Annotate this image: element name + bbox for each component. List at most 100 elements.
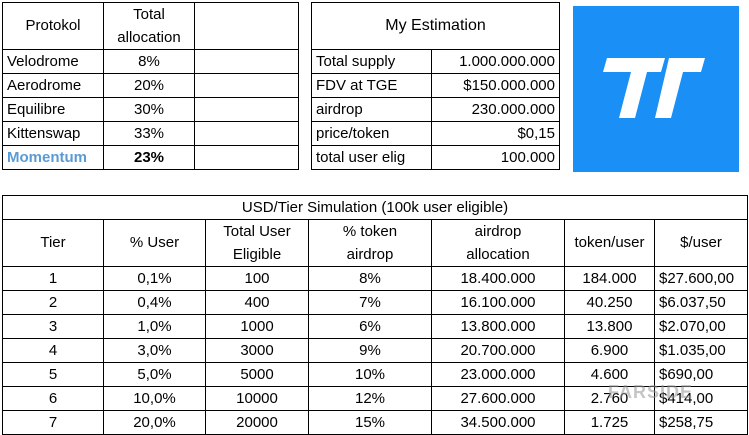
token-user-cell[interactable]: 1.725 bbox=[564, 410, 655, 435]
allocation-cell[interactable]: 27.600.000 bbox=[431, 386, 565, 411]
empty-cell[interactable] bbox=[194, 2, 299, 50]
eligible-cell[interactable]: 3000 bbox=[205, 338, 309, 363]
token-user-cell[interactable]: 4.600 bbox=[564, 362, 655, 387]
tier-header[interactable]: Tier bbox=[2, 219, 104, 267]
protokol-allocation[interactable]: 20% bbox=[103, 73, 195, 98]
pct-user-cell[interactable]: 5,0% bbox=[103, 362, 206, 387]
usd-user-cell[interactable]: $2.070,00 bbox=[654, 314, 748, 339]
estimation-label[interactable]: FDV at TGE bbox=[311, 73, 432, 98]
estimation-header-row: My Estimation bbox=[311, 2, 560, 50]
protokol-name-momentum[interactable]: Momentum bbox=[2, 145, 104, 170]
airdrop-allocation-header[interactable]: airdrop allocation bbox=[431, 219, 565, 267]
pct-token-cell[interactable]: 8% bbox=[308, 266, 432, 291]
tier-cell[interactable]: 6 bbox=[2, 386, 104, 411]
eligible-cell[interactable]: 400 bbox=[205, 290, 309, 315]
empty-cell[interactable] bbox=[194, 97, 299, 122]
pct-token-cell[interactable]: 9% bbox=[308, 338, 432, 363]
pct-user-cell[interactable]: 0,4% bbox=[103, 290, 206, 315]
protokol-name[interactable]: Velodrome bbox=[2, 49, 104, 74]
eligible-cell[interactable]: 20000 bbox=[205, 410, 309, 435]
eligible-cell[interactable]: 5000 bbox=[205, 362, 309, 387]
pct-token-cell[interactable]: 12% bbox=[308, 386, 432, 411]
estimation-value[interactable]: $0,15 bbox=[431, 121, 560, 146]
tier-cell[interactable]: 7 bbox=[2, 410, 104, 435]
pct-token-cell[interactable]: 10% bbox=[308, 362, 432, 387]
pct-token-cell[interactable]: 15% bbox=[308, 410, 432, 435]
eligible-cell[interactable]: 1000 bbox=[205, 314, 309, 339]
allocation-cell[interactable]: 16.100.000 bbox=[431, 290, 565, 315]
tier-row: 1 0,1% 100 8% 18.400.000 184.000 $27.600,00 bbox=[2, 266, 748, 291]
empty-cell[interactable] bbox=[194, 145, 299, 170]
token-user-cell[interactable]: 40.250 bbox=[564, 290, 655, 315]
allocation-header[interactable]: Total allocation bbox=[103, 2, 195, 50]
momentum-logo-icon bbox=[603, 58, 705, 118]
estimation-value[interactable]: $150.000.000 bbox=[431, 73, 560, 98]
tier-rows: 1 0,1% 100 8% 18.400.000 184.000 $27.600,00 2 0,… bbox=[2, 266, 748, 435]
protokol-header[interactable]: Protokol bbox=[2, 2, 104, 50]
tier-table-title[interactable]: USD/Tier Simulation (100k user eligible) bbox=[2, 195, 748, 220]
estimation-label[interactable]: total user elig bbox=[311, 145, 432, 170]
protokol-header-row: Protokol Total allocation bbox=[2, 2, 299, 50]
tier-title-row: USD/Tier Simulation (100k user eligible) bbox=[2, 195, 748, 220]
pct-token-cell[interactable]: 7% bbox=[308, 290, 432, 315]
estimation-table: My Estimation Total supply 1.000.000.000… bbox=[311, 2, 560, 170]
tier-row: 7 20,0% 20000 15% 34.500.000 1.725 $258,75 bbox=[2, 410, 748, 435]
tier-cell[interactable]: 1 bbox=[2, 266, 104, 291]
pct-token-header-line2: airdrop bbox=[346, 246, 394, 263]
estimation-title[interactable]: My Estimation bbox=[311, 2, 560, 50]
usd-user-cell[interactable]: $1.035,00 bbox=[654, 338, 748, 363]
pct-user-cell[interactable]: 10,0% bbox=[103, 386, 206, 411]
pct-user-cell[interactable]: 0,1% bbox=[103, 266, 206, 291]
token-user-cell[interactable]: 6.900 bbox=[564, 338, 655, 363]
protokol-allocation-momentum[interactable]: 23% bbox=[103, 145, 195, 170]
usd-user-cell[interactable]: $6.037,50 bbox=[654, 290, 748, 315]
eligible-cell[interactable]: 10000 bbox=[205, 386, 309, 411]
pct-user-header[interactable]: % User bbox=[103, 219, 206, 267]
usd-user-header[interactable]: $/user bbox=[654, 219, 748, 267]
eligible-cell[interactable]: 100 bbox=[205, 266, 309, 291]
estimation-value[interactable]: 1.000.000.000 bbox=[431, 49, 560, 74]
estimation-value[interactable]: 100.000 bbox=[431, 145, 560, 170]
pct-user-cell[interactable]: 20,0% bbox=[103, 410, 206, 435]
empty-cell[interactable] bbox=[194, 49, 299, 74]
protokol-name[interactable]: Aerodrome bbox=[2, 73, 104, 98]
allocation-cell[interactable]: 23.000.000 bbox=[431, 362, 565, 387]
estimation-value[interactable]: 230.000.000 bbox=[431, 97, 560, 122]
total-user-header-line2: Eligible bbox=[232, 246, 282, 263]
tier-cell[interactable]: 3 bbox=[2, 314, 104, 339]
tier-cell[interactable]: 2 bbox=[2, 290, 104, 315]
pct-user-cell[interactable]: 3,0% bbox=[103, 338, 206, 363]
tier-cell[interactable]: 5 bbox=[2, 362, 104, 387]
protokol-allocation[interactable]: 8% bbox=[103, 49, 195, 74]
pct-user-cell[interactable]: 1,0% bbox=[103, 314, 206, 339]
protokol-allocation[interactable]: 33% bbox=[103, 121, 195, 146]
empty-cell[interactable] bbox=[194, 121, 299, 146]
allocation-cell[interactable]: 18.400.000 bbox=[431, 266, 565, 291]
estimation-label[interactable]: price/token bbox=[311, 121, 432, 146]
allocation-header-line1: Total bbox=[133, 6, 165, 23]
token-user-cell[interactable]: 184.000 bbox=[564, 266, 655, 291]
protokol-name[interactable]: Kittenswap bbox=[2, 121, 104, 146]
protokol-row: Kittenswap 33% bbox=[2, 121, 299, 146]
protokol-allocation[interactable]: 30% bbox=[103, 97, 195, 122]
total-user-header[interactable]: Total User Eligible bbox=[205, 219, 309, 267]
estimation-row: total user elig 100.000 bbox=[311, 145, 560, 170]
pct-token-header[interactable]: % token airdrop bbox=[308, 219, 432, 267]
watermark: FARSIDE bbox=[608, 382, 694, 402]
token-user-cell[interactable]: 2.760 bbox=[564, 386, 655, 411]
empty-cell[interactable] bbox=[194, 73, 299, 98]
allocation-cell[interactable]: 34.500.000 bbox=[431, 410, 565, 435]
usd-user-cell[interactable]: $258,75 bbox=[654, 410, 748, 435]
usd-user-cell[interactable]: $414,00 bbox=[654, 386, 748, 411]
usd-user-cell[interactable]: $27.600,00 bbox=[654, 266, 748, 291]
estimation-label[interactable]: airdrop bbox=[311, 97, 432, 122]
estimation-label[interactable]: Total supply bbox=[311, 49, 432, 74]
token-user-cell[interactable]: 13.800 bbox=[564, 314, 655, 339]
pct-token-cell[interactable]: 6% bbox=[308, 314, 432, 339]
protokol-name[interactable]: Equilibre bbox=[2, 97, 104, 122]
tier-cell[interactable]: 4 bbox=[2, 338, 104, 363]
token-user-header[interactable]: token/user bbox=[564, 219, 655, 267]
allocation-cell[interactable]: 20.700.000 bbox=[431, 338, 565, 363]
tier-header-row: Tier % User Total User Eligible % token … bbox=[2, 219, 748, 267]
allocation-cell[interactable]: 13.800.000 bbox=[431, 314, 565, 339]
